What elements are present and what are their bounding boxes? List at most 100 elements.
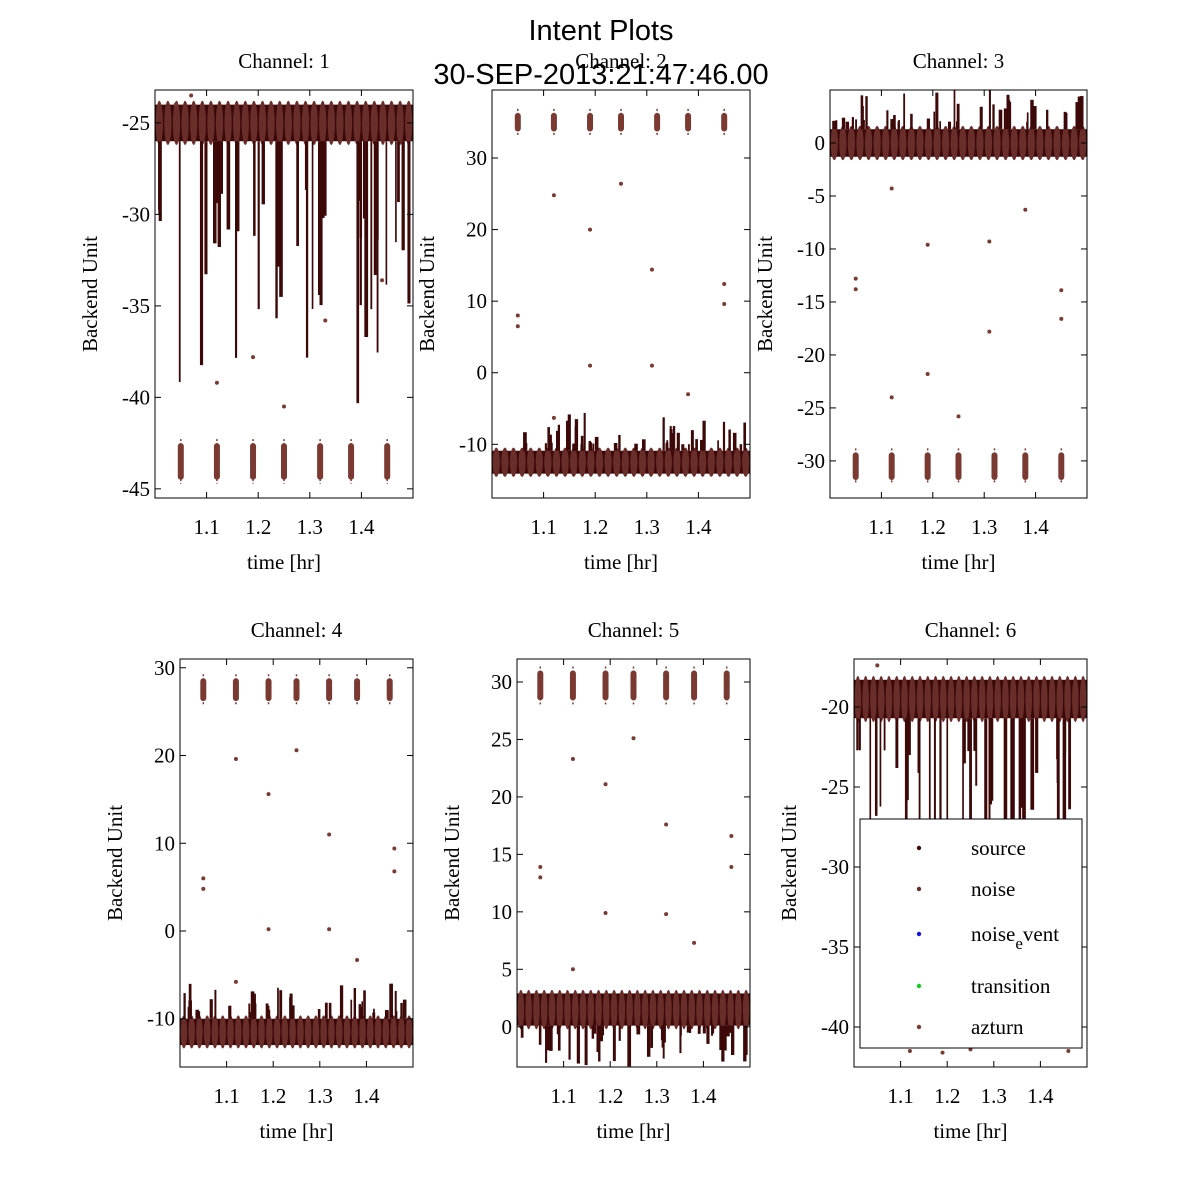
noise-cluster	[657, 989, 664, 1030]
noise-cluster	[688, 989, 696, 1030]
noise-cluster	[297, 1015, 304, 1049]
axes-frame	[491, 89, 751, 499]
channel-2-plot: 1.1 1.2 1.3 1.4 -10 0 10 20 30 Channel: 2 time [hr…	[415, 49, 751, 574]
outlier-point	[692, 940, 697, 945]
noise-cluster	[343, 1015, 351, 1049]
noise-cluster	[856, 125, 864, 161]
data-points	[492, 108, 750, 477]
channel-6-plot: 1.1 1.2 1.3 1.4 -40 -35 -30 -25 -20 Channel: 6 tim…	[777, 618, 1088, 1143]
noise-cluster	[535, 447, 543, 477]
x-tick-label: 1.1	[887, 1084, 913, 1108]
noise-cluster	[924, 125, 933, 161]
legend-label-source: source	[971, 836, 1026, 860]
x-tick-label: 1.4	[685, 515, 712, 539]
y-axis-label: Backend Unit	[103, 805, 127, 921]
noise-cluster	[227, 1015, 234, 1049]
noise-cluster	[492, 447, 500, 477]
x-tick-label: 1.3	[307, 1084, 333, 1108]
outlier-point	[266, 792, 271, 797]
noise-cluster	[984, 125, 993, 161]
noise-cluster	[604, 447, 612, 477]
noise-cluster	[196, 1015, 203, 1049]
y-tick-label: 30	[491, 670, 512, 694]
x-axis-label: time [hr]	[247, 550, 321, 574]
outlier-point	[355, 957, 360, 962]
noise-cluster	[219, 1015, 226, 1049]
noise-cluster	[1061, 125, 1070, 161]
noise-cluster	[293, 100, 301, 146]
noise-cluster	[882, 125, 890, 161]
noise-cluster	[681, 447, 690, 477]
noise-cluster	[862, 675, 869, 723]
legend-label-noise-event: noiseevent	[971, 922, 1059, 953]
outlier-point	[266, 927, 271, 932]
outlier-point	[722, 281, 727, 286]
axes-frame	[179, 658, 414, 1068]
outlier-point	[294, 748, 299, 753]
noise-cluster	[234, 1015, 242, 1049]
x-tick-label: 1.3	[644, 1084, 670, 1108]
noise-cluster	[571, 989, 579, 1030]
y-tick-label: -10	[797, 237, 825, 261]
noise-cluster	[276, 100, 284, 146]
x-tick-label: 1.1	[550, 1084, 576, 1108]
noise-cluster	[1009, 675, 1017, 723]
axes-frame	[829, 89, 1088, 499]
panel-title: Channel: 6	[925, 618, 1017, 642]
noise-cluster	[1002, 125, 1010, 161]
x-tick-label: 1.4	[348, 515, 375, 539]
y-tick-label: 15	[491, 842, 512, 866]
azturn-cluster	[537, 670, 544, 701]
y-tick-label: -25	[122, 111, 150, 135]
noise-cluster	[525, 989, 532, 1030]
outlier-point	[729, 833, 734, 838]
noise-cluster	[690, 447, 698, 477]
outlier-point	[201, 876, 206, 881]
data-points	[517, 666, 750, 1067]
noise-cluster	[312, 1015, 320, 1049]
noise-cluster	[540, 989, 548, 1030]
y-axis-label: Backend Unit	[440, 805, 464, 921]
legend-marker-noise	[916, 886, 922, 892]
noise-cluster	[1010, 125, 1018, 161]
legend-marker-source	[916, 845, 922, 851]
y-tick-label: 0	[502, 1015, 513, 1039]
noise-cluster	[885, 675, 893, 723]
outlier-point	[233, 979, 238, 984]
noise-cluster	[719, 989, 727, 1030]
y-tick-label: -35	[821, 935, 849, 959]
noise-cluster	[579, 989, 587, 1030]
noise-cluster	[336, 100, 344, 146]
noise-cluster	[180, 1015, 188, 1049]
y-tick-label: 0	[477, 361, 488, 385]
noise-cluster	[932, 675, 939, 723]
x-tick-label: 1.4	[1027, 1084, 1054, 1108]
noise-cluster	[696, 989, 703, 1030]
noise-cluster	[742, 989, 750, 1030]
noise-cluster	[638, 447, 647, 477]
noise-cluster	[258, 1015, 265, 1049]
x-tick-label: 1.2	[934, 1084, 960, 1108]
noise-cluster	[382, 1015, 390, 1049]
noise-cluster	[379, 100, 387, 146]
azturn-cluster	[293, 678, 300, 702]
noise-cluster	[733, 447, 741, 477]
y-tick-label: 0	[165, 919, 176, 943]
azturn-cluster	[317, 443, 324, 480]
outlier-point	[875, 663, 880, 668]
legend: source noise noiseevent transition azturn	[859, 818, 1083, 1049]
x-axis-label: time [hr]	[584, 550, 658, 574]
noise-cluster	[603, 989, 610, 1030]
x-tick-label: 1.4	[1022, 515, 1049, 539]
outlier-point	[889, 395, 894, 400]
outlier-point	[619, 181, 623, 186]
noise-cluster	[901, 675, 908, 723]
azturn-cluster	[663, 670, 670, 701]
x-tick-label: 1.2	[920, 515, 946, 539]
noise-cluster	[899, 125, 907, 161]
outlier-point	[551, 193, 556, 198]
panel-title: Channel: 1	[238, 49, 330, 73]
outlier-point	[925, 372, 930, 377]
x-tick-label: 1.2	[597, 1084, 623, 1108]
